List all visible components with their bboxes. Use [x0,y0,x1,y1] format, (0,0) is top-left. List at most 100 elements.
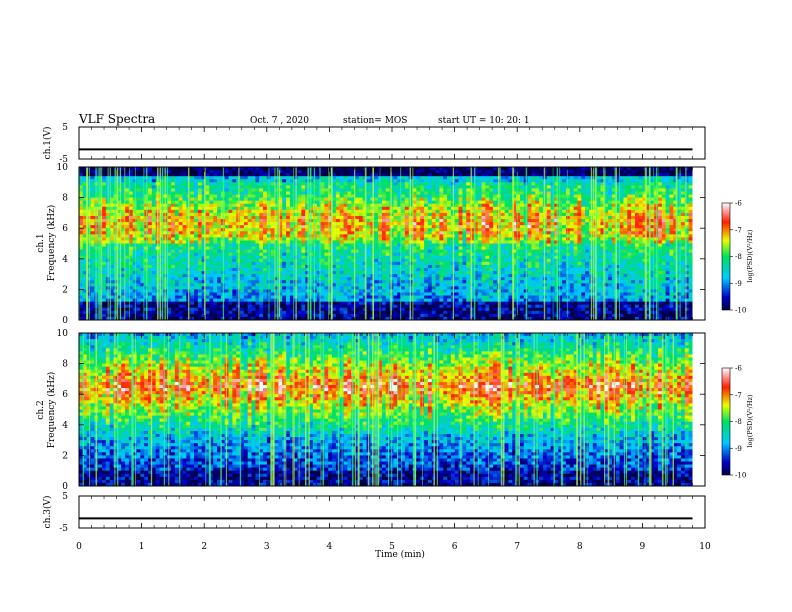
spectrogram-cell [381,274,387,278]
spectrogram-cell [316,185,321,189]
spectrogram-cell [393,304,398,309]
spectrogram-cell [132,274,137,278]
spectrogram-cell [182,277,187,281]
spectrogram-cell [136,194,141,198]
spectrogram-cell [255,182,260,186]
spectrogram-cell [427,301,433,306]
spectrogram-cell [332,222,337,226]
spectrogram-cell [297,182,302,186]
spectrogram-cell [194,258,199,263]
spectrogram-cell [228,307,233,312]
spectrogram-cell [86,261,91,266]
spectrogram-cell [140,307,145,312]
spectrogram-cell [240,289,245,293]
spectrogram-cell [335,179,341,183]
spectrogram-cell [397,209,402,214]
spectrogram-cell [136,212,141,217]
spectrogram-cell [286,197,291,202]
spectrogram-cell [458,182,463,186]
spectrogram-cell [148,301,153,306]
spectrogram-cell [412,222,417,226]
spectrogram-cell [251,209,256,214]
spectrogram-cell [404,277,410,281]
spectrogram-cell [274,277,279,281]
spectrogram-cell [255,280,260,284]
spectrogram-cell [358,206,364,211]
spectrogram-cell [109,231,114,235]
spectrogram-cell [305,298,310,303]
spectrogram-cell [420,215,425,220]
spectrogram-cell [251,246,256,251]
spectrogram-cell [385,228,390,232]
spectrogram-cell [117,252,122,257]
spectrogram-cell [132,209,137,214]
spectrogram-cell [194,170,199,174]
spectrogram-cell [79,170,84,174]
spectrogram-cell [86,219,91,223]
spectrogram-cell [128,197,134,202]
spectrogram-cell [366,313,371,318]
spectrogram-cell [82,289,88,293]
spectrogram-cell [366,215,371,220]
spectrogram-cell [270,212,275,217]
spectrogram-cell [316,234,321,238]
spectrogram-cell [159,206,164,211]
spectrogram-cell [255,219,260,223]
spectrogram-cell [374,234,379,238]
spectrogram-cell [347,307,352,312]
spectrogram-cell [224,298,229,303]
spectrogram-cell [343,274,348,278]
spectrogram-cell [209,298,214,303]
spectrogram-cell [397,249,402,254]
spectrogram-cell [109,188,114,192]
spectrogram-cell [243,277,249,281]
spectrogram-cell [305,188,310,192]
spectrogram-cell [401,286,406,290]
spectrogram-cell [278,267,283,272]
spectrogram-cell [182,264,187,269]
spectrogram-cell [247,209,252,214]
spectrogram-cell [197,170,203,174]
spectrogram-cell [174,304,180,309]
spectrogram-cell [282,206,287,211]
spectrogram-cell [263,212,268,217]
spectrogram-cell [90,234,95,238]
spectrogram-cell [232,283,237,287]
spectrogram-cell [228,252,233,257]
spectrogram-cell [255,200,260,205]
spectrogram-cell [335,310,341,315]
spectrogram-cell [397,292,402,296]
spectrogram-cell [439,280,444,284]
spectrogram-cell [424,203,429,208]
spectrogram-cell [194,225,199,229]
spectrogram-cell [439,197,444,202]
spectrogram-cell [347,231,352,235]
spectrogram-cell [121,240,126,244]
spectrogram-cell [316,313,321,318]
spectrogram-cell [240,191,245,195]
spectrogram-cell [86,215,91,220]
spectrogram-cell [259,255,264,260]
spectrogram-cell [140,191,145,195]
spectrogram-cell [374,261,379,266]
spectrogram-cell [136,228,141,232]
spectrogram-cell [178,313,183,318]
spectrogram-cell [289,313,295,318]
spectrogram-cell [82,167,88,171]
spectrogram-cell [213,298,218,303]
spectrogram-cell [167,219,172,223]
spectrogram-cell [374,274,379,278]
spectrogram-cell [416,191,421,195]
spectrogram-cell [278,182,283,186]
spectrogram-cell [79,289,84,293]
spectrogram-cell [117,194,122,198]
spectrogram-cell [351,185,356,189]
spectrogram-cell [86,200,91,205]
spectrogram-cell [174,280,180,284]
spectrogram-cell [86,240,91,244]
spectrogram-cell [324,267,329,272]
spectrogram-cell [197,298,203,303]
spectrogram-cell [443,310,448,315]
spectrogram-cell [366,231,371,235]
spectrogram-cell [343,252,348,257]
